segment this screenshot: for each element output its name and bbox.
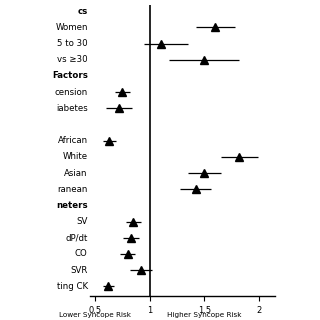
Text: Lower Syncope Risk: Lower Syncope Risk (59, 312, 131, 318)
Text: SV: SV (76, 217, 88, 226)
Text: cs: cs (77, 7, 88, 16)
Text: Factors: Factors (52, 71, 88, 81)
Text: Higher Syncope Risk: Higher Syncope Risk (167, 312, 242, 318)
Text: White: White (63, 152, 88, 161)
Text: Women: Women (55, 23, 88, 32)
Text: dP/dt: dP/dt (65, 233, 88, 242)
Text: ranean: ranean (57, 185, 88, 194)
Text: iabetes: iabetes (56, 104, 88, 113)
Text: cension: cension (54, 88, 88, 97)
Text: CO: CO (75, 249, 88, 259)
Text: 5 to 30: 5 to 30 (57, 39, 88, 48)
Text: vs ≥30: vs ≥30 (57, 55, 88, 64)
Text: ting CK: ting CK (57, 282, 88, 291)
Text: Asian: Asian (64, 169, 88, 178)
Text: African: African (58, 136, 88, 145)
Text: neters: neters (56, 201, 88, 210)
Text: SVR: SVR (70, 266, 88, 275)
